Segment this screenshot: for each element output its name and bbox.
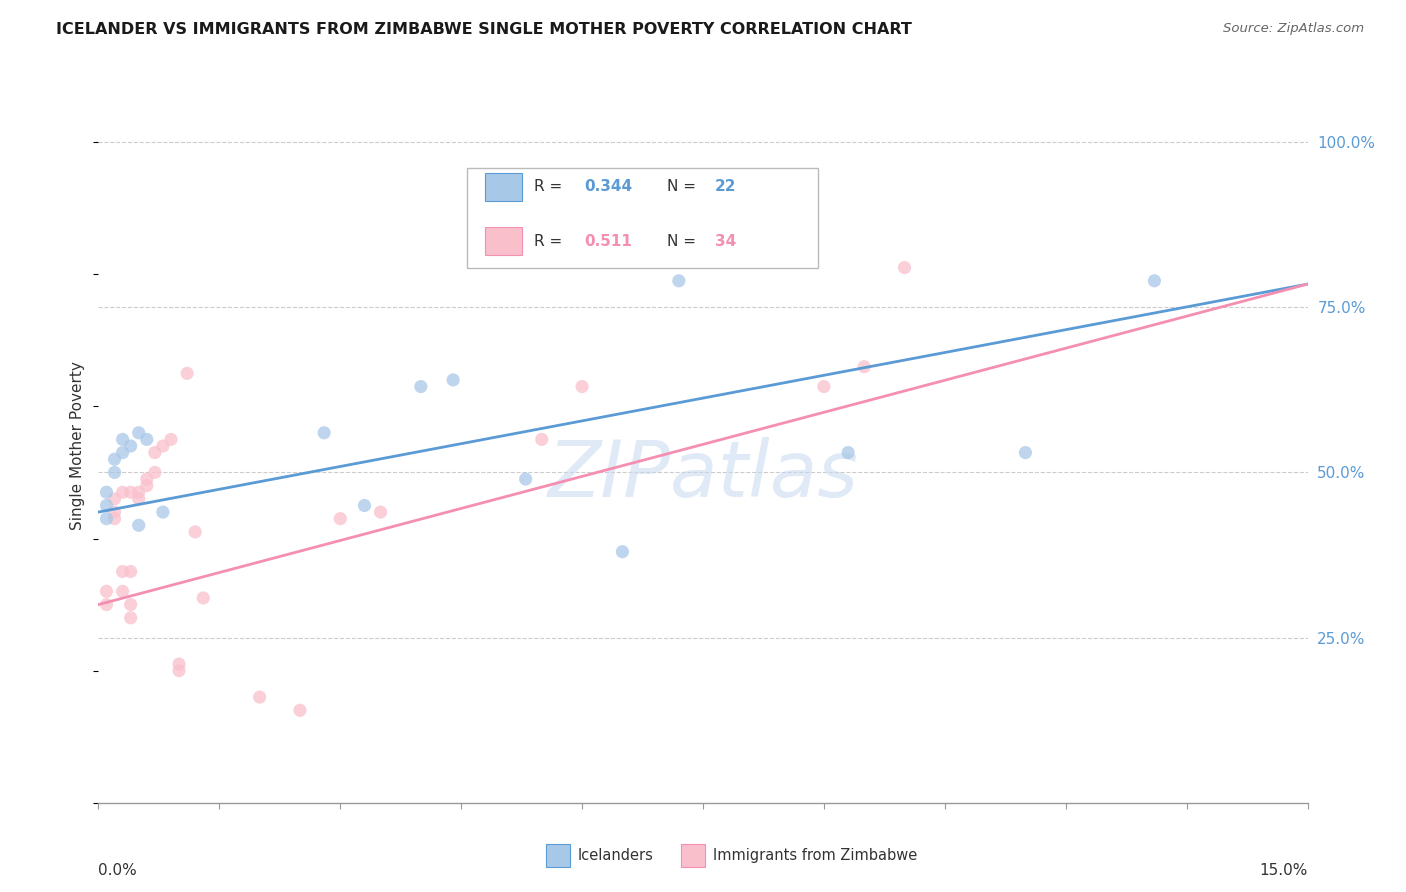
- Point: [571, 379, 593, 393]
- Point: [143, 466, 166, 480]
- Point: [120, 565, 142, 579]
- Point: [167, 657, 190, 671]
- Text: 22: 22: [716, 179, 737, 194]
- Point: [96, 499, 118, 513]
- Point: [515, 472, 537, 486]
- Text: Icelanders: Icelanders: [578, 848, 654, 863]
- Point: [370, 505, 392, 519]
- Point: [353, 499, 375, 513]
- Text: N =: N =: [666, 179, 700, 194]
- Text: R =: R =: [534, 234, 567, 249]
- Point: [128, 491, 150, 506]
- Text: R =: R =: [534, 179, 567, 194]
- Point: [111, 485, 134, 500]
- Point: [135, 472, 157, 486]
- Text: N =: N =: [666, 234, 700, 249]
- Point: [111, 433, 134, 447]
- Point: [152, 439, 174, 453]
- Point: [813, 379, 835, 393]
- Point: [103, 466, 125, 480]
- Point: [441, 373, 464, 387]
- Point: [103, 511, 125, 525]
- Point: [530, 433, 553, 447]
- Text: Source: ZipAtlas.com: Source: ZipAtlas.com: [1223, 22, 1364, 36]
- Point: [111, 445, 134, 459]
- Point: [1014, 445, 1036, 459]
- Text: 15.0%: 15.0%: [1260, 863, 1308, 879]
- Point: [96, 485, 118, 500]
- Point: [135, 433, 157, 447]
- Point: [103, 452, 125, 467]
- Point: [128, 425, 150, 440]
- Point: [612, 545, 634, 559]
- Point: [120, 439, 142, 453]
- FancyBboxPatch shape: [467, 168, 818, 268]
- Text: ZIPatlas: ZIPatlas: [547, 436, 859, 513]
- Point: [96, 598, 118, 612]
- Point: [668, 274, 690, 288]
- Text: 0.344: 0.344: [585, 179, 633, 194]
- Point: [120, 598, 142, 612]
- Point: [184, 524, 207, 539]
- Text: ICELANDER VS IMMIGRANTS FROM ZIMBABWE SINGLE MOTHER POVERTY CORRELATION CHART: ICELANDER VS IMMIGRANTS FROM ZIMBABWE SI…: [56, 22, 912, 37]
- Point: [176, 367, 198, 381]
- Point: [152, 505, 174, 519]
- Point: [193, 591, 215, 605]
- Point: [853, 359, 876, 374]
- Point: [409, 379, 432, 393]
- Point: [143, 445, 166, 459]
- Text: Immigrants from Zimbabwe: Immigrants from Zimbabwe: [713, 848, 917, 863]
- Point: [837, 445, 859, 459]
- Y-axis label: Single Mother Poverty: Single Mother Poverty: [70, 361, 86, 531]
- Point: [128, 485, 150, 500]
- Point: [314, 425, 336, 440]
- Point: [249, 690, 271, 704]
- Text: 0.0%: 0.0%: [98, 863, 138, 879]
- FancyBboxPatch shape: [485, 173, 522, 202]
- FancyBboxPatch shape: [485, 227, 522, 255]
- Point: [111, 565, 134, 579]
- Point: [167, 664, 190, 678]
- Point: [1143, 274, 1166, 288]
- Text: 34: 34: [716, 234, 737, 249]
- Point: [893, 260, 915, 275]
- Point: [120, 611, 142, 625]
- Point: [103, 505, 125, 519]
- Point: [288, 703, 311, 717]
- FancyBboxPatch shape: [546, 844, 569, 867]
- FancyBboxPatch shape: [682, 844, 706, 867]
- Point: [160, 433, 183, 447]
- Point: [135, 478, 157, 492]
- Point: [111, 584, 134, 599]
- Point: [120, 485, 142, 500]
- Point: [128, 518, 150, 533]
- Point: [96, 511, 118, 525]
- Text: 0.511: 0.511: [585, 234, 633, 249]
- Point: [329, 511, 352, 525]
- Point: [96, 584, 118, 599]
- Point: [103, 491, 125, 506]
